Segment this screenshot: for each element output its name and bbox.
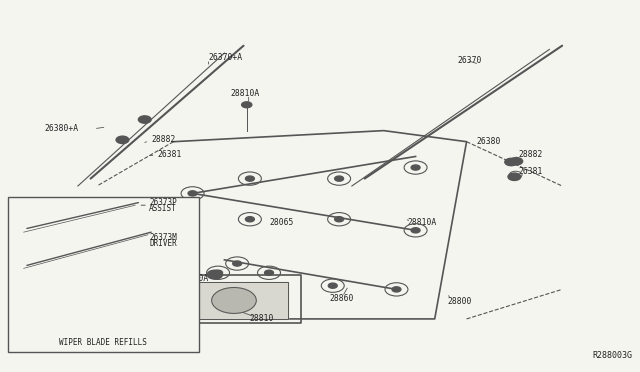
Circle shape: [335, 217, 344, 222]
Text: 28810A: 28810A: [231, 89, 260, 98]
Circle shape: [212, 288, 256, 313]
Circle shape: [508, 173, 521, 180]
Circle shape: [328, 283, 337, 288]
Circle shape: [188, 191, 197, 196]
Text: 26380+A: 26380+A: [45, 124, 79, 133]
Circle shape: [505, 158, 518, 166]
Circle shape: [233, 261, 242, 266]
Text: 26381: 26381: [519, 167, 543, 176]
Text: 28860: 28860: [330, 294, 354, 303]
Text: 28882: 28882: [519, 150, 543, 159]
Circle shape: [246, 217, 254, 222]
Circle shape: [264, 270, 273, 275]
Circle shape: [116, 136, 129, 144]
Circle shape: [207, 270, 223, 279]
Text: ASSIST: ASSIST: [149, 203, 177, 213]
Text: R288003G: R288003G: [592, 350, 632, 359]
Circle shape: [138, 116, 151, 123]
Circle shape: [392, 287, 401, 292]
Text: 26373P: 26373P: [149, 198, 177, 207]
Circle shape: [335, 176, 344, 181]
Circle shape: [242, 102, 252, 108]
Text: 28800: 28800: [447, 297, 472, 306]
Polygon shape: [193, 282, 288, 319]
Bar: [8, 197, 199, 352]
Text: 28810: 28810: [250, 314, 275, 323]
Text: 26370+A: 26370+A: [209, 53, 243, 62]
Text: 28810A: 28810A: [408, 218, 437, 227]
Circle shape: [510, 158, 523, 165]
Text: 28065: 28065: [269, 218, 293, 227]
Text: 26381: 26381: [157, 150, 182, 159]
Circle shape: [246, 176, 254, 181]
Text: 28810A: 28810A: [180, 274, 209, 283]
Circle shape: [411, 228, 420, 233]
Text: 26380: 26380: [476, 137, 500, 146]
Circle shape: [411, 165, 420, 170]
Circle shape: [214, 270, 223, 275]
Text: DRIVER: DRIVER: [149, 239, 177, 248]
Text: WIPER BLADE REFILLS: WIPER BLADE REFILLS: [60, 339, 147, 347]
Text: 26373M: 26373M: [149, 233, 177, 242]
Text: 26370: 26370: [457, 56, 481, 65]
Text: 28882: 28882: [151, 135, 175, 144]
